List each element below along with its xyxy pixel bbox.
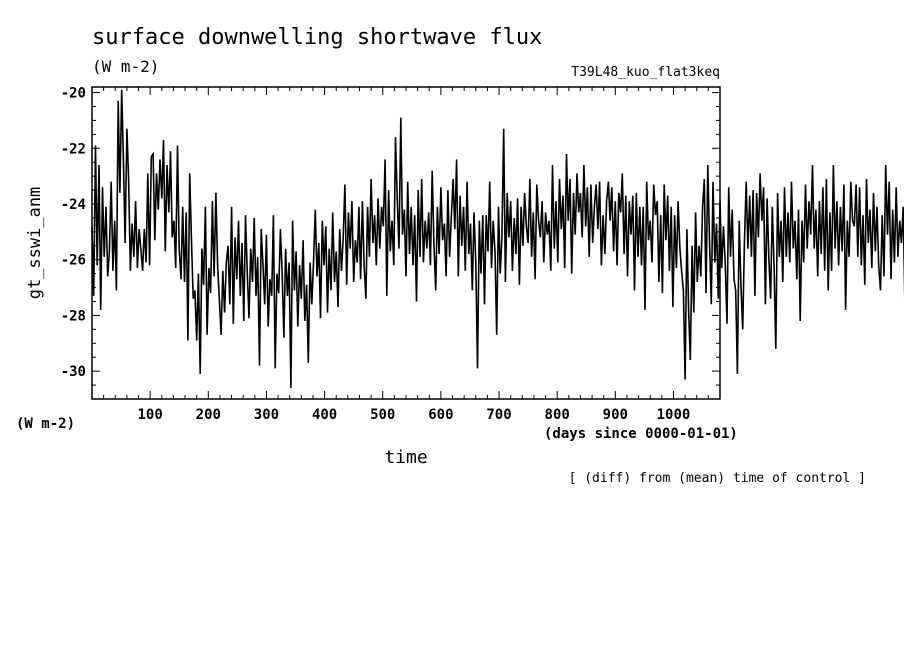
chart-units: (W m-2) [92,57,159,76]
x-tick-label: 100 [137,407,162,423]
experiment-label: T39L48_kuo_flat3keq [571,65,720,80]
y-tick-label: -30 [61,364,86,380]
series-line-0 [91,89,904,388]
x-tick-label: 300 [254,407,279,423]
axes: 100 200 300 400 500 600 700 800 900 1000 -30 -28 -26… [61,86,720,423]
x-tick-label: 500 [370,407,395,423]
y-tick-label: -20 [61,86,86,102]
y-axis-units: (W m-2) [16,416,75,432]
diff-note: [ (diff) from (mean) time of control ] [569,471,866,486]
y-tick-label: -22 [61,141,86,157]
x-axis-label: time [384,447,427,468]
x-tick-label: 1000 [657,407,691,423]
y-tick-label: -28 [61,308,86,324]
x-tick-label: 900 [603,407,628,423]
y-tick-label: -26 [61,253,86,269]
x-tick-label: 600 [428,407,453,423]
x-tick-label: 200 [196,407,221,423]
y-tick-label: -24 [61,197,86,213]
x-tick-label: 800 [545,407,570,423]
y-axis-label: gt_sswi_anm [25,187,45,300]
plot-area [91,89,904,388]
chart-title: surface downwelling shortwave flux [92,25,542,50]
x-tick-label: 400 [312,407,337,423]
x-tick-label: 700 [486,407,511,423]
x-axis-units: (days since 0000-01-01) [544,426,738,442]
